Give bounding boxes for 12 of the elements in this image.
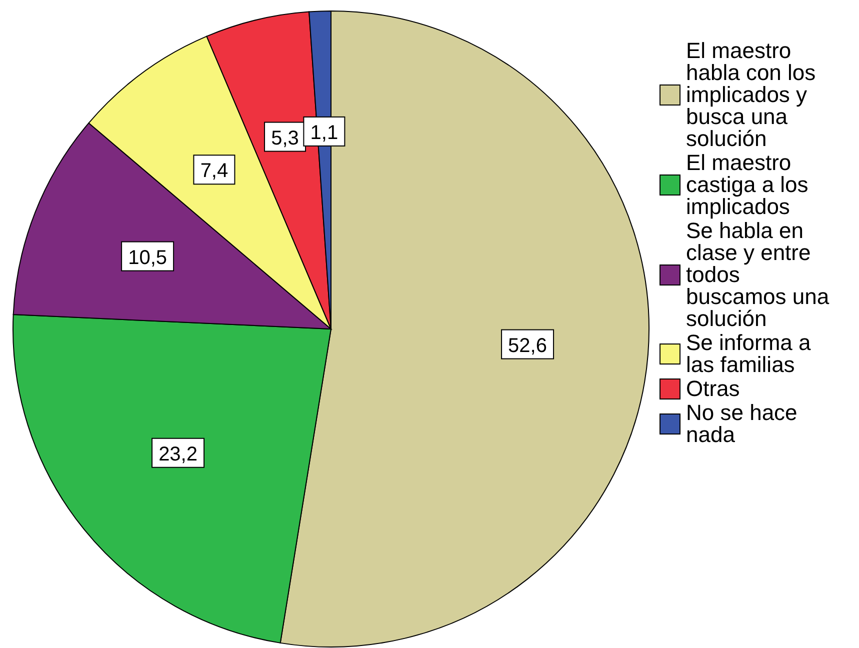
data-label: 7,4 — [200, 160, 228, 182]
data-label: 10,5 — [128, 246, 168, 269]
legend-label: No se hace nada — [686, 400, 798, 447]
legend-label: Se habla en clase y entre todos buscamos una solución — [686, 218, 830, 331]
legend-label: El maestro castiga a los implicados — [686, 150, 808, 219]
data-label: 52,6 — [508, 334, 547, 357]
data-label: 1,1 — [310, 122, 338, 144]
legend-label: Otras — [686, 376, 740, 401]
data-label: 23,2 — [158, 443, 198, 466]
legend-label: El maestro habla con los implicados y busca una solución — [686, 38, 816, 151]
data-label: 5,3 — [271, 127, 299, 150]
legend-label: Se informa a las familias — [686, 330, 812, 377]
